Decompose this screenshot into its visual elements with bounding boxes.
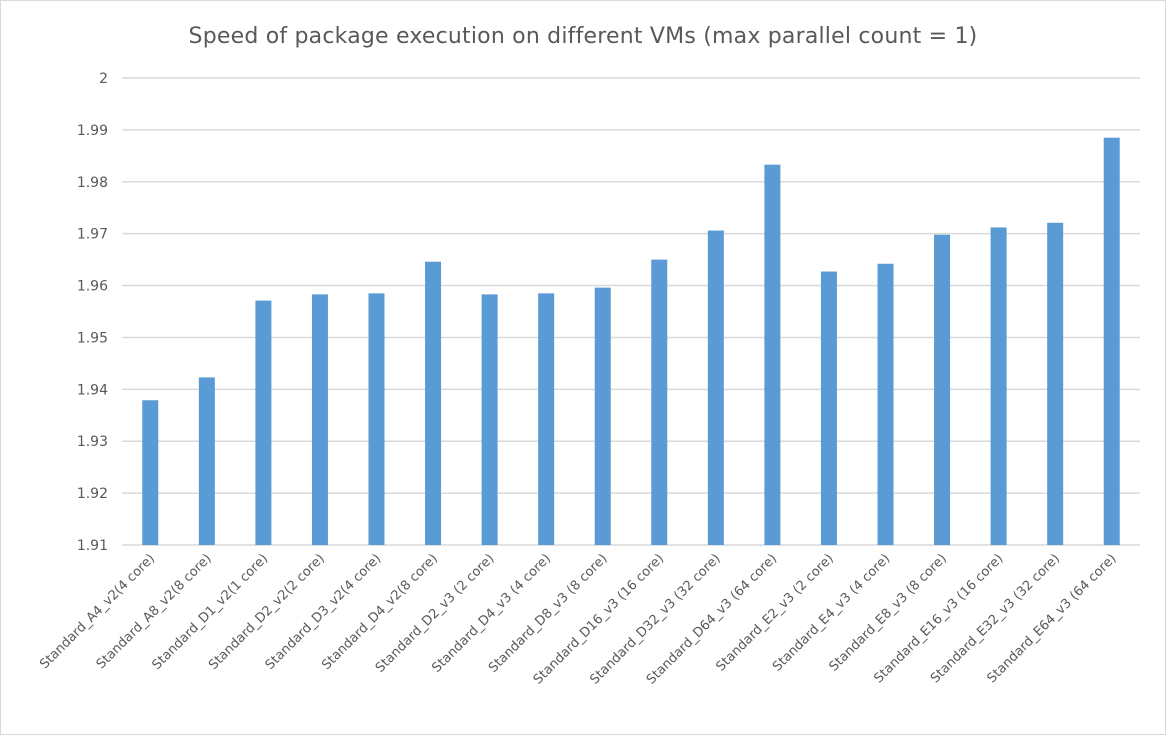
bar [934, 234, 951, 545]
x-tick-label: Standard_A8_v2(8 core) [94, 551, 215, 672]
y-tick-label: 2 [99, 71, 108, 87]
bar [311, 294, 328, 545]
y-tick-label: 1.95 [77, 330, 108, 346]
bar [820, 271, 837, 545]
chart-title: Speed of package execution on different … [188, 24, 978, 49]
x-tick-label: Standard_D2_v3 (2 core) [373, 551, 498, 676]
bar [538, 293, 555, 545]
x-tick-label: Standard_A4_v2(4 core) [37, 551, 158, 672]
bar [877, 263, 894, 545]
bar [142, 400, 159, 545]
bar [425, 261, 442, 545]
y-tick-label: 1.96 [77, 279, 108, 295]
x-tick-label: Standard_D3_v2(4 core) [263, 551, 385, 673]
x-tick-label: Standard_D4_v2(8 core) [319, 551, 441, 673]
x-tick-label: Standard_D4_v3 (4 core) [429, 551, 554, 676]
bar [481, 294, 498, 545]
y-tick-label: 1.92 [77, 486, 108, 502]
bar [764, 164, 781, 545]
bar [707, 230, 724, 545]
y-tick-label: 1.94 [77, 382, 108, 398]
bar [1047, 222, 1064, 545]
y-tick-label: 1.91 [77, 538, 108, 554]
bar [368, 293, 385, 545]
x-tick-label: Standard_E4_v3 (4 core) [770, 551, 893, 674]
y-tick-label: 1.98 [77, 175, 108, 191]
y-tick-label: 1.97 [77, 227, 108, 243]
bar [651, 259, 668, 545]
x-tick-label: Standard_E2_v3 (2 core) [713, 551, 836, 674]
x-tick-label: Standard_D2_v2(2 core) [206, 551, 328, 673]
x-tick-label: Standard_D1_v2(1 core) [150, 551, 272, 673]
y-tick-label: 1.93 [77, 434, 108, 450]
x-tick-label: Standard_E8_v3 (8 core) [827, 551, 950, 674]
x-tick-label: Standard_D8_v3 (8 core) [486, 551, 611, 676]
y-tick-label: 1.99 [77, 123, 108, 139]
bar [990, 227, 1007, 545]
bar [1103, 137, 1120, 545]
bar [594, 287, 611, 545]
bar [198, 377, 215, 545]
bar [255, 300, 272, 545]
